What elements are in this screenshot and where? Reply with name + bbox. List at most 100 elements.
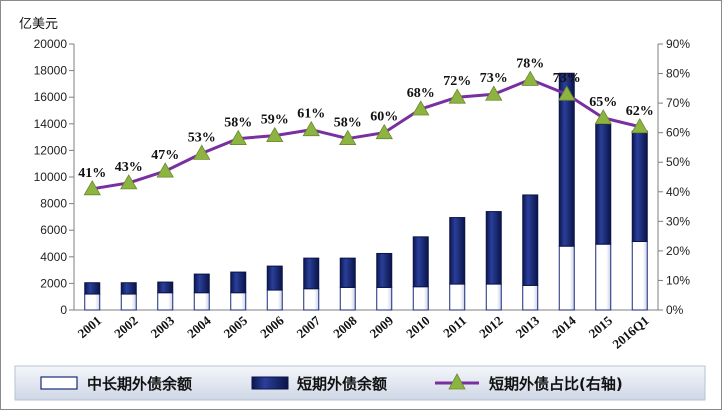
left-axis-tick-label: 12000: [34, 143, 68, 157]
bar-short-term: [84, 282, 101, 295]
right-axis-tick-label: 0%: [666, 303, 684, 317]
bar-short-term: [595, 123, 612, 245]
left-axis-tick-label: 0: [60, 303, 67, 317]
x-axis-tick-label: 2001: [75, 313, 105, 341]
left-axis-tick-label: 6000: [40, 223, 67, 237]
left-axis-tick-label: 2000: [40, 276, 67, 290]
x-axis-tick-label: 2016Q1: [609, 313, 651, 352]
ratio-data-label: 61%: [297, 107, 325, 122]
legend-label-short-term: 短期外债余额: [297, 375, 387, 393]
right-axis-tick-label: 50%: [666, 155, 690, 169]
ratio-marker: [229, 129, 247, 145]
ratio-data-label: 58%: [334, 116, 362, 131]
bar-long-term: [558, 245, 575, 311]
bar-long-term: [230, 292, 247, 311]
bar-long-term: [84, 293, 101, 311]
legend-swatch-ratio-marker: [448, 373, 466, 390]
x-axis-tick-label: 2002: [111, 313, 141, 341]
bar-long-term: [303, 288, 320, 311]
legend-background: [14, 365, 706, 401]
x-axis-tick-label: 2007: [294, 312, 324, 341]
ratio-marker: [594, 109, 612, 125]
x-axis-tick-label: 2013: [513, 312, 543, 341]
ratio-data-label: 73%: [480, 71, 508, 86]
left-axis-tick-label: 16000: [34, 90, 68, 104]
ratio-marker: [558, 85, 576, 101]
bar-long-term: [339, 286, 356, 311]
ratio-data-label: 47%: [151, 148, 179, 163]
legend: 中长期外债余额 短期外债余额 短期外债占比(右轴): [14, 365, 706, 401]
ratio-data-label: 78%: [516, 56, 544, 71]
left-axis-tick-label: 10000: [34, 170, 68, 184]
ratio-marker: [631, 117, 649, 134]
x-axis-tick-label: 2009: [367, 312, 397, 341]
ratio-data-label: 59%: [261, 113, 289, 128]
ratio-data-label: 53%: [188, 130, 216, 145]
right-axis-tick-label: 10%: [666, 273, 690, 287]
bar-short-term: [412, 236, 429, 288]
x-axis-tick-label: 2005: [221, 312, 251, 341]
ratio-marker: [339, 129, 357, 145]
legend-label-long-term: 中长期外债余额: [87, 375, 192, 393]
bar-short-term: [376, 252, 393, 288]
right-axis-tick-label: 40%: [666, 185, 690, 199]
left-axis-tick-label: 4000: [40, 250, 67, 264]
left-axis-tick-label: 14000: [34, 117, 68, 131]
ratio-marker: [156, 162, 174, 178]
ratio-data-label: 41%: [78, 166, 106, 181]
x-axis-tick-label: 2006: [257, 312, 287, 341]
ratio-data-label: 62%: [626, 104, 654, 119]
ratio-marker: [448, 88, 466, 104]
bar-short-term: [230, 271, 247, 294]
x-axis-tick-label: 2014: [549, 312, 579, 341]
ratio-marker: [521, 70, 539, 86]
ratio-marker: [193, 144, 211, 160]
ratio-marker: [485, 85, 503, 101]
bar-long-term: [157, 292, 174, 311]
bar-long-term: [412, 286, 429, 311]
legend-swatch-long-term: [40, 376, 78, 390]
x-axis-tick-label: 2008: [330, 312, 360, 341]
bar-long-term: [266, 289, 283, 311]
x-axis-tick-label: 2015: [586, 312, 616, 341]
ratio-data-label: 72%: [443, 74, 471, 89]
bar-short-term: [449, 217, 466, 285]
bar-short-term: [558, 72, 575, 247]
x-axis-tick-label: 2003: [148, 312, 178, 341]
left-axis-tick-label: 20000: [34, 37, 68, 51]
ratio-marker: [83, 180, 101, 196]
legend-swatch-short-term: [251, 376, 289, 390]
bar-short-term: [193, 273, 210, 294]
bar-long-term: [193, 292, 210, 311]
ratio-data-label: 65%: [589, 95, 617, 110]
ratio-marker: [375, 123, 393, 140]
left-axis-tick-label: 8000: [40, 197, 67, 211]
right-axis-tick-label: 60%: [666, 126, 690, 140]
bar-long-term: [631, 241, 648, 311]
right-axis-ticks: 0% 10% 20% 30% 40% 50% 60% 70% 80% 90%: [658, 37, 690, 317]
left-axis-tick-label: 18000: [34, 64, 68, 78]
x-axis-tick-label: 2004: [184, 312, 214, 341]
bar-short-term: [120, 282, 137, 295]
right-axis-tick-label: 80%: [666, 67, 690, 81]
ratio-marker: [302, 120, 320, 137]
right-axis-tick-label: 70%: [666, 96, 690, 110]
x-axis-tick-label: 2012: [476, 313, 506, 341]
bar-long-term: [376, 286, 393, 311]
bar-short-term: [266, 265, 283, 291]
ratio-data-label: 58%: [224, 116, 252, 131]
ratio-data-label: 73%: [553, 71, 581, 86]
bars: [84, 72, 648, 311]
ratio-data-label: 60%: [370, 110, 398, 125]
bar-short-term: [485, 211, 502, 285]
bar-long-term: [595, 243, 612, 311]
left-axis-ticks: 0 2000 4000 6000 8000 10000 12000 14000 16000 180…: [34, 37, 74, 317]
legend-label-ratio: 短期外债占比(右轴): [489, 375, 623, 393]
x-axis-ticks: 2001 2002 2003 2004 2005 2006 2007 2008 2009 2010…: [75, 312, 652, 351]
bar-short-term: [303, 257, 320, 290]
x-axis-tick-label: 2010: [403, 313, 433, 341]
ratio-data-label: 43%: [115, 160, 143, 175]
bar-short-term: [157, 281, 174, 294]
ratio-marker: [120, 174, 138, 190]
